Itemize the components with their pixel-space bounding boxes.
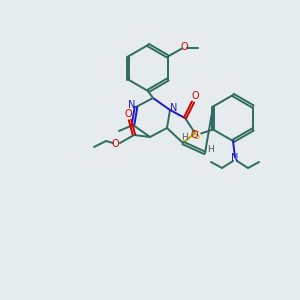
Text: H: H bbox=[207, 146, 213, 154]
Text: S: S bbox=[193, 131, 199, 141]
Text: O: O bbox=[124, 109, 132, 119]
Text: O: O bbox=[180, 43, 188, 52]
Text: N: N bbox=[170, 103, 178, 113]
Text: N: N bbox=[128, 100, 136, 110]
Text: H: H bbox=[181, 133, 188, 142]
Text: N: N bbox=[231, 153, 239, 163]
Text: O: O bbox=[191, 91, 199, 101]
Text: O: O bbox=[111, 139, 119, 149]
Text: O: O bbox=[190, 130, 198, 140]
